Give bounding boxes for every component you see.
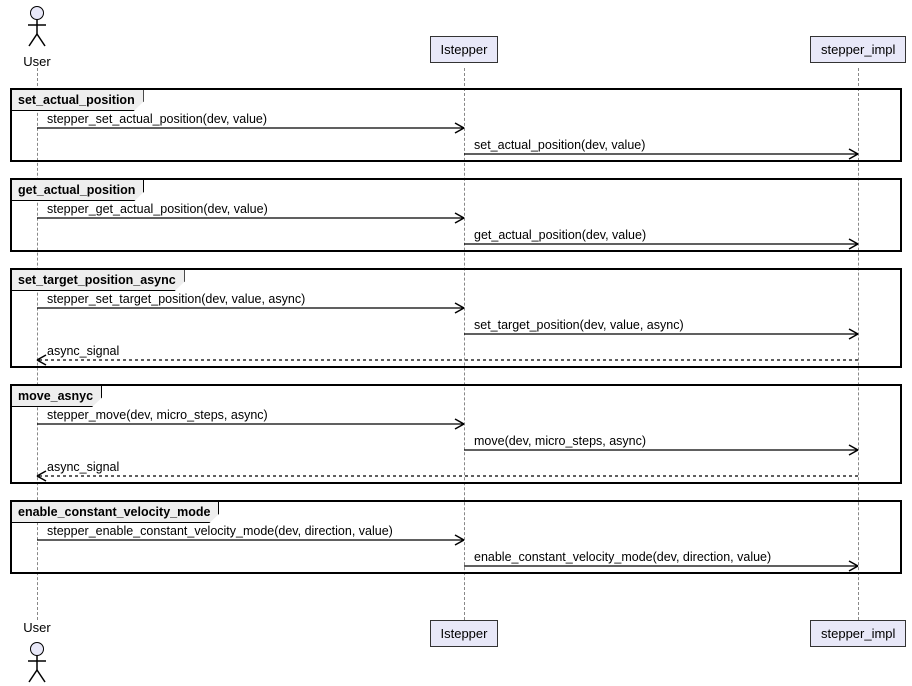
message-label: move(dev, micro_steps, async) (474, 434, 646, 448)
actor-label: User (12, 54, 62, 69)
message-label: async_signal (47, 344, 119, 358)
message-label: stepper_enable_constant_velocity_mode(de… (47, 524, 393, 538)
message-label: set_actual_position(dev, value) (474, 138, 645, 152)
message-label: set_target_position(dev, value, async) (474, 318, 684, 332)
group-label: enable_constant_velocity_mode (12, 502, 219, 523)
message-label: async_signal (47, 460, 119, 474)
participant-istepper: Istepper (430, 36, 499, 63)
message-label: stepper_get_actual_position(dev, value) (47, 202, 268, 216)
group-label: set_target_position_async (12, 270, 185, 291)
participant-istepper-bottom: Istepper (430, 620, 499, 647)
group-label: move_asnyc (12, 386, 102, 407)
group-move_asnyc: move_asnyc (10, 384, 902, 484)
participant-stepper-impl-bottom: stepper_impl (810, 620, 906, 647)
sequence-diagram: User Istepper stepper_impl User Istepper step… (6, 6, 906, 680)
group-set_target_position_async: set_target_position_async (10, 268, 902, 368)
message-label: stepper_set_actual_position(dev, value) (47, 112, 267, 126)
group-label: set_actual_position (12, 90, 144, 111)
message-label: enable_constant_velocity_mode(dev, direc… (474, 550, 771, 564)
actor-label: User (12, 620, 62, 635)
participant-stepper-impl: stepper_impl (810, 36, 906, 63)
message-label: get_actual_position(dev, value) (474, 228, 646, 242)
group-label: get_actual_position (12, 180, 144, 201)
message-label: stepper_set_target_position(dev, value, … (47, 292, 305, 306)
message-label: stepper_move(dev, micro_steps, async) (47, 408, 268, 422)
